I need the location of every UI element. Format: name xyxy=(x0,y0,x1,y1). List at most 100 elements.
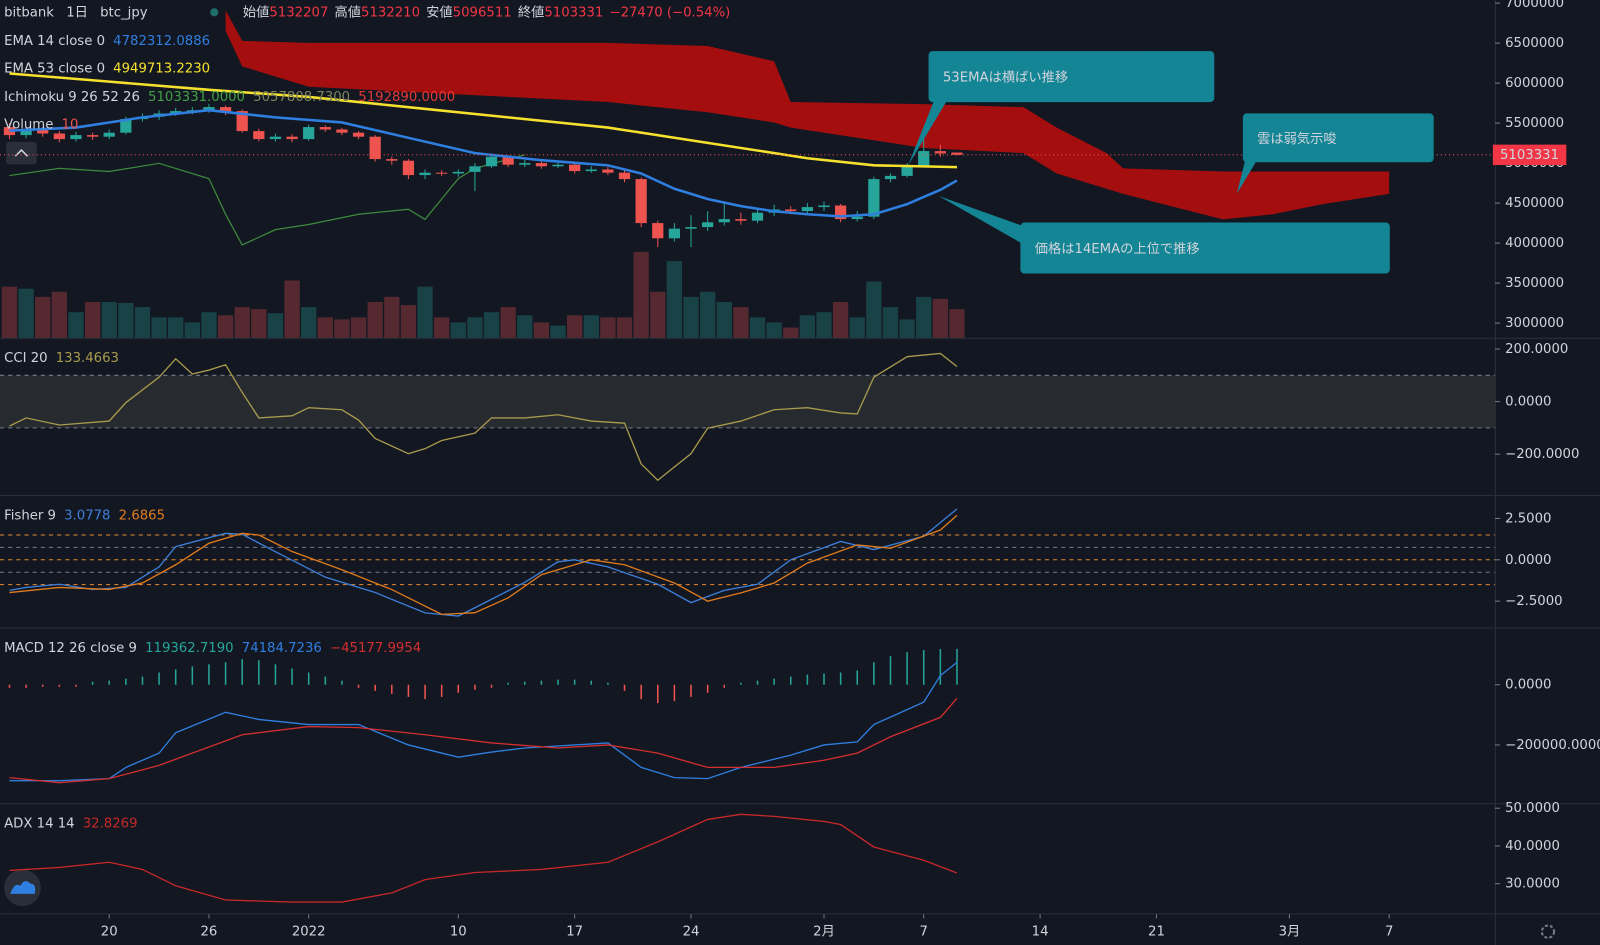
volume-bar xyxy=(434,317,450,338)
candle-body xyxy=(585,169,597,172)
candle-body xyxy=(37,129,49,134)
collapse-button[interactable] xyxy=(6,141,37,165)
volume-bar xyxy=(783,327,799,338)
candle-body xyxy=(319,127,331,130)
x-tick-label: 2022 xyxy=(292,925,326,940)
legend-text: EMA 53 close 0 xyxy=(4,61,105,76)
volume-bar xyxy=(650,291,666,338)
x-tick-label: 3月 xyxy=(1279,925,1301,940)
button-bg[interactable] xyxy=(6,141,37,165)
symbol-header: bitbank 1日 btc_jpy xyxy=(4,5,148,20)
volume-bar xyxy=(217,315,234,338)
volume-bar xyxy=(866,281,882,338)
candle-body xyxy=(253,131,265,140)
candle-body xyxy=(569,164,581,172)
candle-body xyxy=(70,135,82,140)
legend-text: 4949713.2230 xyxy=(113,61,210,76)
volume-bar xyxy=(849,317,865,338)
indicator-line xyxy=(9,661,958,782)
legend-text: 3.0778 xyxy=(64,508,110,523)
legend-text: 2.6865 xyxy=(119,508,165,523)
ema-line xyxy=(9,108,958,218)
y-tick-label: 50.0000 xyxy=(1505,801,1560,816)
indicator-line xyxy=(9,508,958,617)
legend-text: ADX 14 14 xyxy=(4,817,75,832)
candle-body xyxy=(352,132,365,137)
last-price-label: 5103331 xyxy=(1500,148,1559,163)
candle-body xyxy=(751,212,764,221)
y-tick-label: −2.5000 xyxy=(1505,594,1562,609)
volume-bar xyxy=(101,301,117,338)
candle-body xyxy=(485,156,498,167)
y-tick-label: 2.5000 xyxy=(1505,511,1551,526)
volume-bar xyxy=(600,317,616,338)
y-tick-label: 4000000 xyxy=(1505,236,1564,251)
volume-bar xyxy=(517,315,533,338)
volume-bar xyxy=(350,317,367,338)
y-tick-label: 5500000 xyxy=(1505,116,1564,131)
y-tick-label: 0.0000 xyxy=(1505,395,1551,410)
legend-text: Ichimoku 9 26 52 26 xyxy=(4,90,140,105)
volume-bar xyxy=(134,307,151,338)
ohlc-label: 高値 xyxy=(335,3,362,20)
y-tick-label: −200000.0000 xyxy=(1505,738,1600,753)
legend-text: 5192890.0000 xyxy=(358,90,455,105)
volume-bar xyxy=(699,291,716,338)
gear-icon[interactable] xyxy=(1540,924,1556,939)
legend-row: MACD 12 26 close 9 119362.7190 74184.7236−… xyxy=(4,641,421,656)
volume-bar xyxy=(35,296,51,338)
legend-row: EMA 53 close 0 4949713.2230 xyxy=(4,61,210,76)
volume-bar xyxy=(168,317,184,338)
ohlc-value: 5103331 xyxy=(544,5,603,20)
header-text: bitbank xyxy=(4,5,54,20)
candle-body xyxy=(219,107,232,112)
volume-bar xyxy=(68,312,84,338)
settings-button[interactable] xyxy=(1540,924,1556,939)
volume-bar xyxy=(533,322,550,338)
legend-text: Fisher 9 xyxy=(4,508,56,523)
logo[interactable] xyxy=(4,869,41,907)
volume-bar xyxy=(733,307,749,338)
candle-body xyxy=(535,163,548,167)
candle-body xyxy=(785,209,797,212)
last-price-tag xyxy=(1492,144,1567,166)
volume-bar xyxy=(949,309,965,338)
legend-text: 4782312.0886 xyxy=(113,34,210,49)
volume-bar xyxy=(400,305,417,338)
ohlc-label: 安値 xyxy=(426,4,453,20)
volume-bar xyxy=(234,307,250,338)
indicator-line xyxy=(9,697,958,784)
volume-bar xyxy=(367,301,383,338)
volume-bar xyxy=(616,317,633,338)
legend-text: 119362.7190 xyxy=(145,641,234,656)
candle-body xyxy=(552,164,564,167)
callout-text: 53EMAは横ばい推移 xyxy=(943,70,1068,86)
ohlc-label: 終値 xyxy=(518,4,545,20)
candle-body xyxy=(20,129,32,136)
x-tick-label: 10 xyxy=(450,925,467,940)
volume-bar xyxy=(284,280,300,338)
y-tick-label: 3000000 xyxy=(1505,316,1564,331)
volume-bar xyxy=(583,315,599,338)
legend-text: −45177.9954 xyxy=(330,641,421,656)
y-tick-label: 3500000 xyxy=(1505,276,1564,291)
candle-body xyxy=(269,136,282,140)
legend-row: Volume 10 xyxy=(4,118,78,133)
legend-text: 5103331.0000 xyxy=(148,90,245,105)
candle-body xyxy=(336,129,348,133)
ema-line xyxy=(9,72,958,169)
legend-row: EMA 14 close 0 4782312.0886 xyxy=(4,34,210,49)
volume-bar xyxy=(51,291,67,338)
candle-body xyxy=(851,216,863,220)
volume-bar xyxy=(550,325,566,338)
x-tick-label: 24 xyxy=(683,925,700,940)
candle-body xyxy=(86,135,99,137)
legend-row: ADX 14 14 32.8269 xyxy=(4,817,137,832)
x-tick-label: 14 xyxy=(1032,925,1049,940)
x-tick-label: 7 xyxy=(1385,925,1393,940)
legend-text: 133.4663 xyxy=(56,351,119,366)
legend-text: Volume xyxy=(4,118,53,133)
volume-bar xyxy=(267,313,284,338)
candle-body xyxy=(602,169,614,173)
